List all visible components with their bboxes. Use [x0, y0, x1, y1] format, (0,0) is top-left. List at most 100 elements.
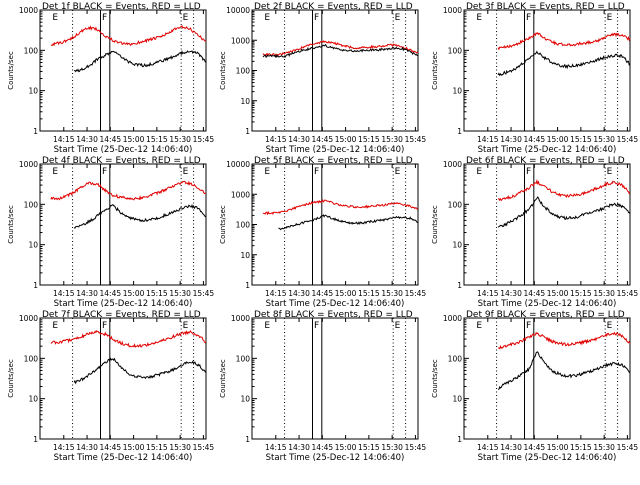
interval-marker: F [526, 13, 531, 23]
panel-title: Det 7f BLACK = Events, RED = LLD [42, 310, 201, 320]
x-tick-label: 15:45 [617, 135, 639, 144]
x-tick-label: 14:30 [500, 135, 522, 144]
x-tick-label: 15:15 [146, 443, 168, 452]
y-tick-label: 10 [28, 395, 38, 404]
x-tick-label: 15:15 [358, 443, 380, 452]
y-tick-label: 1000 [443, 160, 462, 169]
x-tick-label: 14:15 [477, 443, 499, 452]
x-tick-label: 14:30 [76, 135, 98, 144]
x-tick-label: 14:15 [53, 443, 75, 452]
events-series-line [497, 50, 631, 77]
x-tick-label: 14:30 [500, 443, 522, 452]
y-tick-label: 1 [457, 435, 462, 444]
panel-title: Det 3f BLACK = Events, RED = LLD [466, 2, 625, 12]
x-tick-label: 14:45 [524, 443, 546, 452]
lld-series-line [497, 32, 631, 51]
x-tick-label: 15:00 [335, 289, 357, 298]
x-tick-label: 14:45 [100, 289, 122, 298]
interval-marker: F [526, 321, 531, 331]
lld-series-line [262, 40, 419, 57]
plot-frame [39, 9, 207, 132]
interval-marker: E [607, 13, 613, 23]
interval-marker: F [102, 13, 107, 23]
y-tick-label: 1 [457, 281, 462, 290]
y-tick-label: 10 [28, 241, 38, 250]
x-tick-label: 14:15 [477, 135, 499, 144]
interval-marker: E [476, 321, 482, 331]
y-axis-label: Counts/sec [431, 51, 439, 90]
y-tick-label: 1 [245, 281, 250, 290]
interval-marker: F [314, 321, 319, 331]
x-tick-label: 15:45 [617, 289, 639, 298]
interval-marker: E [183, 321, 189, 331]
y-tick-label: 100 [24, 46, 39, 55]
y-axis-label: Counts/sec [7, 205, 15, 244]
y-tick-label: 10 [452, 395, 462, 404]
y-tick-label: 1000 [19, 314, 38, 323]
interval-marker: E [264, 167, 270, 177]
x-tick-label: 15:15 [570, 135, 592, 144]
x-tick-label: 14:15 [265, 135, 287, 144]
interval-marker: E [476, 13, 482, 23]
y-tick-label: 100 [448, 46, 463, 55]
interval-marker: E [183, 13, 189, 23]
x-tick-label: 15:30 [381, 443, 403, 452]
interval-marker: E [264, 13, 270, 23]
y-tick-label: 100 [448, 200, 463, 209]
x-tick-label: 15:15 [358, 289, 380, 298]
x-tick-label: 15:30 [169, 289, 191, 298]
x-tick-label: 14:45 [312, 443, 334, 452]
x-tick-label: 14:30 [288, 289, 310, 298]
lld-series-line [50, 180, 206, 201]
interval-marker: E [52, 13, 58, 23]
x-tick-label: 14:15 [477, 289, 499, 298]
lld-series-line [50, 25, 207, 47]
lld-series-line [497, 178, 631, 202]
y-axis-label: Counts/sec [431, 359, 439, 398]
interval-marker: E [264, 321, 270, 331]
interval-marker: F [102, 321, 107, 331]
events-series-line [497, 351, 631, 390]
x-tick-label: 15:45 [405, 289, 427, 298]
interval-marker: F [314, 13, 319, 23]
x-axis-label: Start Time (25-Dec-12 14:06:40) [54, 299, 193, 309]
x-tick-label: 15:30 [381, 289, 403, 298]
x-tick-label: 15:30 [169, 443, 191, 452]
x-axis-label: Start Time (25-Dec-12 14:06:40) [54, 145, 193, 155]
x-tick-label: 15:00 [547, 289, 569, 298]
y-tick-label: 10000 [226, 6, 250, 15]
x-tick-label: 14:30 [76, 443, 98, 452]
x-tick-label: 14:15 [53, 289, 75, 298]
plot-frame [39, 163, 207, 286]
events-series-line [74, 49, 207, 73]
x-tick-label: 15:15 [146, 289, 168, 298]
lld-series-line [262, 199, 419, 216]
events-series-line [73, 357, 207, 385]
x-axis-label: Start Time (25-Dec-12 14:06:40) [266, 453, 405, 463]
x-tick-label: 15:45 [405, 135, 427, 144]
y-tick-label: 1000 [231, 190, 250, 199]
x-tick-label: 14:30 [76, 289, 98, 298]
interval-marker: E [395, 321, 401, 331]
x-tick-label: 15:00 [547, 135, 569, 144]
panel-title: Det 8f BLACK = Events, RED = LLD [254, 310, 413, 320]
x-tick-label: 15:45 [193, 289, 215, 298]
x-tick-label: 15:45 [405, 443, 427, 452]
interval-marker: F [102, 167, 107, 177]
x-tick-label: 15:00 [123, 135, 145, 144]
panel-title: Det 6f BLACK = Events, RED = LLD [466, 156, 625, 166]
y-tick-label: 1 [33, 281, 38, 290]
detector-panel: Det 6f BLACK = Events, RED = LLD 14:15 14:… [431, 156, 638, 309]
x-tick-label: 14:30 [500, 289, 522, 298]
plot-frame [251, 317, 419, 440]
plot-frame [463, 317, 631, 440]
y-tick-label: 10 [452, 87, 462, 96]
x-tick-label: 15:30 [593, 443, 615, 452]
panel-title: Det 1f BLACK = Events, RED = LLD [42, 2, 201, 12]
x-tick-label: 14:45 [524, 135, 546, 144]
